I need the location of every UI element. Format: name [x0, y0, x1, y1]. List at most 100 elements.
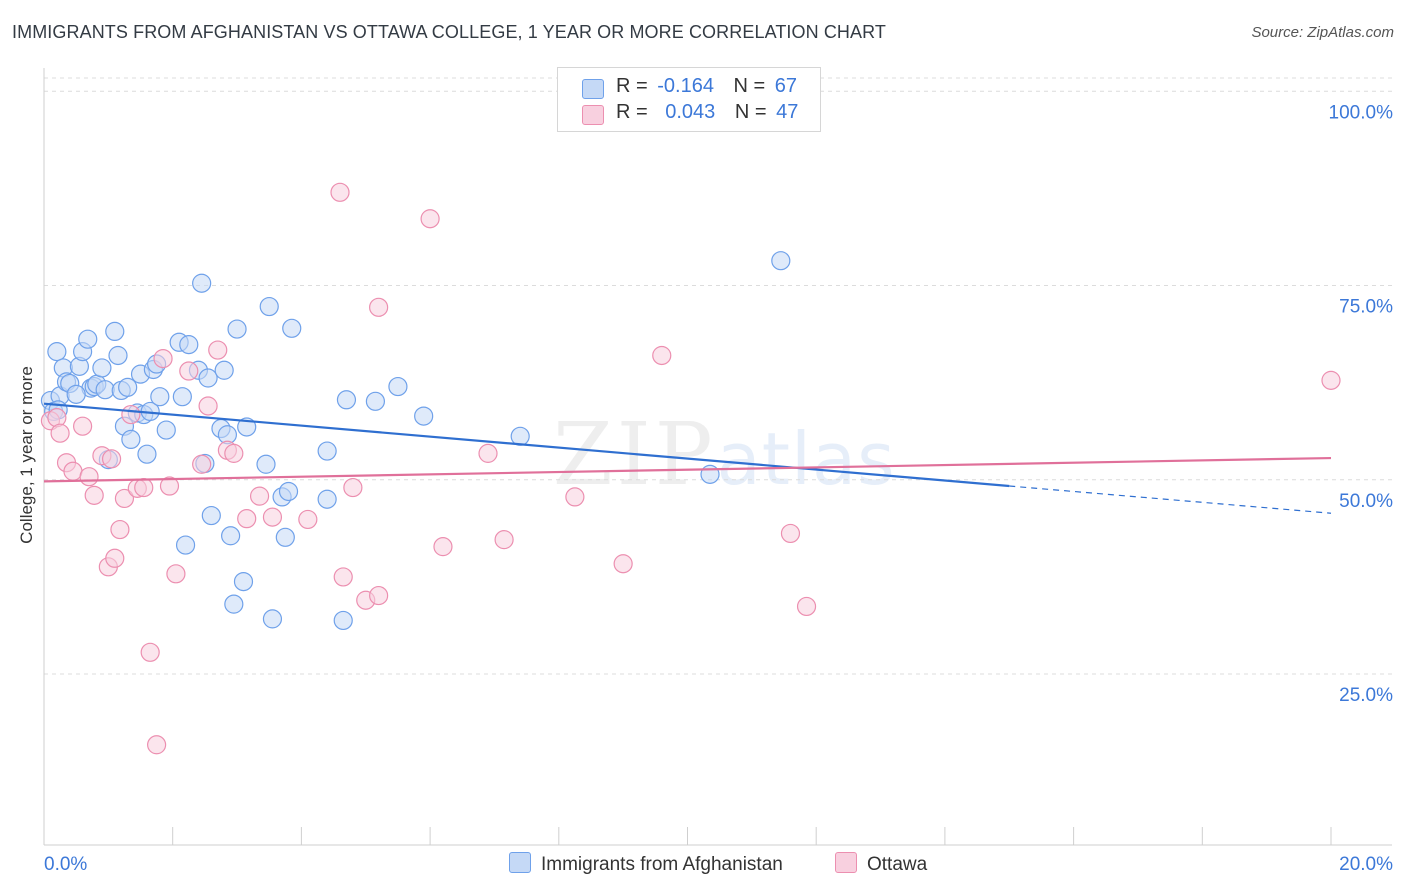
data-point-ottawa	[50, 423, 70, 443]
data-point-ottawa	[134, 477, 154, 498]
legend-r-value: -0.164	[657, 75, 714, 97]
data-point-ottawa	[330, 182, 350, 202]
data-point-ottawa	[208, 340, 228, 360]
data-point-ottawa	[224, 443, 244, 463]
series-name-afghanistan: Immigrants from Afghanistan	[541, 854, 783, 875]
y-tick-label: 75.0%	[1339, 297, 1393, 318]
data-point-ottawa	[140, 642, 160, 662]
data-point-afghanistan	[137, 444, 157, 464]
data-point-ottawa	[343, 477, 363, 498]
data-point-afghanistan	[156, 420, 176, 440]
data-point-ottawa	[369, 585, 389, 606]
data-point-ottawa	[159, 476, 180, 496]
data-point-ottawa	[262, 507, 283, 527]
data-point-afghanistan	[172, 387, 192, 407]
data-point-afghanistan	[256, 454, 276, 474]
data-point-afghanistan	[78, 329, 98, 349]
series-swatch-pink	[835, 852, 857, 873]
data-point-afghanistan	[336, 390, 357, 410]
data-point-afghanistan	[282, 318, 302, 338]
data-point-afghanistan	[262, 609, 283, 629]
y-tick-label: 50.0%	[1339, 491, 1393, 512]
data-point-ottawa	[63, 461, 83, 481]
data-point-afghanistan	[414, 406, 434, 426]
data-point-afghanistan	[237, 417, 257, 437]
data-point-afghanistan	[771, 251, 791, 271]
data-point-ottawa	[105, 548, 125, 568]
data-point-afghanistan	[108, 345, 128, 366]
data-point-ottawa	[153, 348, 173, 369]
data-point-afghanistan	[227, 319, 247, 339]
data-point-afghanistan	[198, 368, 218, 388]
data-point-ottawa	[179, 361, 199, 381]
series-legend-ottawa: Ottawa	[835, 852, 927, 876]
data-point-afghanistan	[201, 505, 221, 526]
data-point-ottawa	[298, 509, 318, 530]
y-tick-label: 25.0%	[1339, 685, 1393, 706]
tick-label-layer: 100.0% 75.0% 50.0% 25.0% 0.0% 20.0%	[44, 102, 1393, 875]
axis-layer	[43, 68, 1392, 846]
data-point-ottawa	[333, 567, 353, 587]
series-swatch-blue	[509, 852, 531, 873]
data-point-ottawa	[613, 554, 633, 574]
data-point-ottawa	[110, 519, 130, 540]
x-tick-label: 20.0%	[1339, 854, 1393, 875]
data-point-ottawa	[1321, 370, 1341, 390]
correlation-legend: R = -0.164 N = 67 R = 0.043 N = 47	[557, 67, 821, 132]
legend-n-label: N =	[734, 101, 767, 123]
data-point-afghanistan	[150, 387, 170, 407]
trend-layer	[43, 402, 1332, 514]
data-point-ottawa	[494, 530, 514, 550]
data-point-ottawa	[433, 537, 453, 557]
data-point-ottawa	[237, 509, 257, 529]
legend-n-label: N =	[733, 75, 766, 97]
data-point-afghanistan	[317, 489, 337, 509]
legend-swatch-blue	[582, 79, 604, 99]
data-point-afghanistan	[700, 464, 720, 484]
data-point-afghanistan	[233, 571, 254, 592]
data-point-ottawa	[114, 488, 135, 509]
y-tick-label: 100.0%	[1329, 102, 1394, 123]
data-point-ottawa	[166, 564, 186, 584]
data-point-afghanistan	[105, 321, 125, 342]
data-point-ottawa	[47, 408, 67, 428]
legend-n-value: 47	[776, 101, 799, 123]
series-legend-afghanistan: Immigrants from Afghanistan	[509, 852, 783, 876]
chart-title: IMMIGRANTS FROM AFGHANISTAN VS OTTAWA CO…	[12, 22, 887, 42]
data-point-ottawa	[780, 523, 801, 544]
data-point-afghanistan	[275, 527, 295, 547]
trend-line-ottawa	[43, 456, 1332, 483]
watermark: ZIPatlas	[553, 405, 896, 505]
data-point-afghanistan	[510, 426, 530, 446]
points-layer	[40, 182, 1341, 755]
data-point-ottawa	[565, 487, 585, 507]
data-point-afghanistan	[95, 380, 115, 400]
data-point-ottawa	[652, 345, 672, 366]
data-point-afghanistan	[92, 358, 112, 378]
data-point-afghanistan	[121, 429, 141, 450]
data-point-afghanistan	[333, 610, 353, 631]
legend-r-label: R =	[616, 75, 648, 97]
data-point-ottawa	[478, 443, 498, 463]
data-point-ottawa	[198, 396, 218, 416]
data-point-ottawa	[192, 454, 212, 474]
data-point-afghanistan	[47, 342, 67, 362]
data-point-ottawa	[101, 449, 122, 469]
data-point-afghanistan	[221, 526, 241, 546]
data-point-ottawa	[147, 735, 167, 755]
series-name-ottawa: Ottawa	[867, 854, 928, 875]
data-point-afghanistan	[224, 594, 244, 614]
trend-line-afghanistan-extension	[1009, 485, 1332, 514]
legend-n-value: 67	[774, 75, 798, 97]
data-point-afghanistan	[259, 296, 279, 317]
watermark-atlas: atlas	[716, 417, 896, 501]
data-point-ottawa	[369, 297, 389, 317]
data-point-ottawa	[84, 485, 104, 505]
data-point-afghanistan	[118, 377, 138, 397]
trend-line-afghanistan	[43, 402, 1010, 488]
data-point-ottawa	[249, 486, 270, 506]
legend-r-value: 0.043	[665, 101, 716, 123]
data-point-ottawa	[79, 467, 99, 487]
data-point-ottawa	[121, 404, 141, 425]
